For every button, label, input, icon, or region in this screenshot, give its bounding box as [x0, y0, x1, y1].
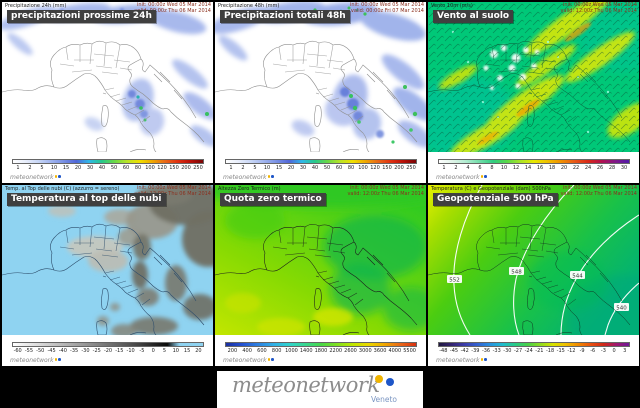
panel-title: Quota zero termico [220, 193, 326, 206]
watermark-dot-yellow-icon [267, 358, 271, 361]
map-freezing-level [215, 185, 426, 335]
map-cloud-top-temperature [2, 185, 213, 335]
watermark-dot-yellow-icon [54, 175, 58, 178]
colorbar [438, 342, 630, 347]
map-geopotential-500hpa: 552 548 544 540 [428, 185, 639, 335]
meteonetwork-logo: meteonetwork Veneto [217, 371, 423, 408]
watermark: meteonetwork [10, 174, 61, 181]
colorbar-ticks: 1 2 4 6 8 10 12 14 16 18 20 22 24 26 28 30 [442, 165, 628, 171]
panel-title: Vento al suolo [433, 10, 514, 23]
colorbar [225, 342, 417, 347]
panel-cloud-top-temperature[interactable]: Temp. al Top delle nubi (C) (azzurro = s… [2, 185, 213, 366]
panel-surface-wind[interactable]: Vento 10m (m/s) init: 00:00z Wed 05 Mar … [428, 2, 639, 183]
logo-dot-blue-icon [386, 378, 394, 386]
panel-title: Geopotenziale 500 hPa [433, 193, 558, 206]
map-precipitation-48h [215, 2, 426, 152]
watermark: meteonetwork [223, 357, 274, 364]
panel-title: Temperatura al top delle nubi [7, 193, 166, 206]
svg-text:544: 544 [572, 273, 583, 279]
watermark: meteonetwork [223, 174, 274, 181]
svg-text:540: 540 [616, 305, 627, 311]
colorbar-ticks: 1 2 5 10 15 20 30 40 50 60 80 100 120 150 200 250 [229, 165, 416, 171]
svg-text:548: 548 [511, 269, 522, 275]
panel-precipitation-48h[interactable]: Precipitazione 48h (mm) init: 00:00z Wed… [215, 2, 426, 183]
watermark-dot-blue-icon [484, 358, 487, 361]
region-label: Veneto [370, 395, 397, 404]
colorbar [12, 159, 204, 164]
watermark: meteonetwork [10, 357, 61, 364]
panel-title: Precipitazioni totali 48h [220, 10, 350, 23]
panel-freezing-level[interactable]: Altezza Zero Termico (m) init: 00:00z We… [215, 185, 426, 366]
svg-text:552: 552 [449, 277, 460, 283]
colorbar-ticks: 1 2 5 10 15 20 30 40 50 60 80 100 120 150 200 250 [16, 165, 203, 171]
panel-title: precipitazioni prossime 24h [7, 10, 156, 23]
watermark: meteonetwork [436, 357, 487, 364]
colorbar [12, 342, 204, 347]
brand-name: meteonetwork [232, 373, 380, 397]
panel-geopotential-500hpa[interactable]: 552 548 544 540 Temperatura (C) e Geopot… [428, 185, 639, 366]
watermark-dot-yellow-icon [480, 175, 484, 178]
colorbar-ticks: 200 400 600 800 1000 1400 1800 2200 2600 3000 3600… [227, 348, 416, 354]
colorbar [225, 159, 417, 164]
watermark-dot-yellow-icon [54, 358, 58, 361]
watermark: meteonetwork [436, 174, 487, 181]
watermark-dot-blue-icon [484, 175, 487, 178]
colorbar-ticks: -60 -55 -50 -45 -40 -35 -30 -25 -20 -15 -10 -5 0 5 10 1… [13, 348, 202, 354]
map-precipitation-24h [2, 2, 213, 152]
watermark-dot-blue-icon [271, 175, 274, 178]
watermark-dot-yellow-icon [480, 358, 484, 361]
watermark-dot-blue-icon [58, 175, 61, 178]
watermark-dot-blue-icon [58, 358, 61, 361]
colorbar-ticks: -48 -45 -42 -39 -36 -33 -30 -27 -24 -21 -18 -15 -12-… [439, 348, 627, 354]
logo-dot-yellow-icon [375, 375, 383, 383]
colorbar [438, 159, 630, 164]
map-surface-wind [428, 2, 639, 152]
contour-labels: 552 548 544 540 [447, 267, 629, 311]
watermark-dot-yellow-icon [267, 175, 271, 178]
panel-precipitation-24h[interactable]: Precipitazione 24h (mm) init: 00:00z Wed… [2, 2, 213, 183]
watermark-dot-blue-icon [271, 358, 274, 361]
